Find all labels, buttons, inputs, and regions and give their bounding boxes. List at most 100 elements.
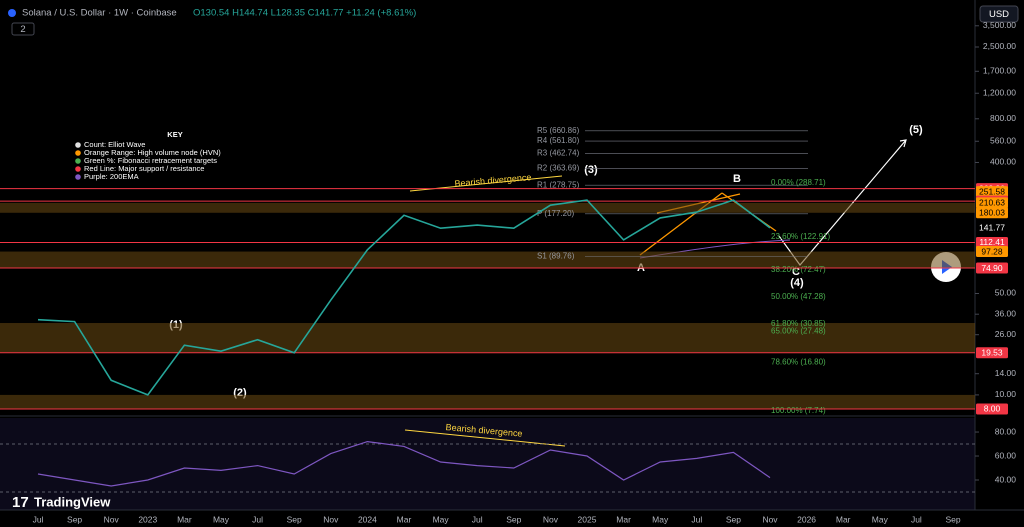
- pivot-label: R3 (462.74): [537, 148, 580, 157]
- y-tick-label: 1,200.00: [983, 87, 1016, 97]
- price-badge-label: 251.58: [979, 186, 1005, 196]
- indicator-count[interactable]: 2: [20, 24, 25, 35]
- price-badge: [976, 236, 1008, 248]
- wave-label: (3): [584, 164, 598, 176]
- x-tick-label: 2023: [138, 514, 157, 524]
- x-tick-label: Nov: [104, 514, 120, 524]
- wave-label: (5): [909, 124, 923, 136]
- indicator-toggle[interactable]: [11, 22, 35, 36]
- price-badge-label: 8.00: [984, 404, 1001, 414]
- x-tick-label: Jul: [911, 514, 922, 524]
- x-tick-label: Jul: [252, 514, 263, 524]
- rsi-line: [37, 440, 771, 487]
- y-tick-label: 36.00: [995, 308, 1017, 318]
- fib-label: 65.00% (27.48): [771, 326, 826, 335]
- logo-mark: 17: [12, 494, 29, 511]
- price-badge-label: 97.28: [981, 246, 1003, 256]
- key-item: Red Line: Major support / resistance: [84, 164, 204, 173]
- price-badge-label: 19.53: [981, 347, 1003, 357]
- wave-label: B: [733, 173, 741, 185]
- y-tick-label: 26.00: [995, 329, 1017, 339]
- key-dot: [75, 150, 81, 156]
- x-tick-label: May: [213, 514, 230, 524]
- fib-label: 23.60% (122.91): [771, 232, 830, 241]
- fib-label: 38.20% (72.47): [771, 265, 826, 274]
- key-dot: [75, 142, 81, 148]
- price-badge-label: 210.63: [979, 198, 1005, 208]
- hvn-zone: [0, 251, 975, 269]
- price-badge: [976, 403, 1008, 415]
- pivot-label: R2 (363.69): [537, 164, 580, 173]
- fib-label: 50.00% (47.28): [771, 292, 826, 301]
- key-dot: [75, 166, 81, 172]
- x-tick-label: 2025: [578, 514, 597, 524]
- key-item: Purple: 200EMA: [84, 172, 139, 181]
- price-badge: [976, 262, 1008, 274]
- pivot-label: R5 (660.86): [537, 126, 580, 135]
- x-tick-label: Jul: [33, 514, 44, 524]
- currency-button[interactable]: [979, 5, 1019, 23]
- projection-arrowhead: [899, 139, 907, 148]
- x-tick-label: 2026: [797, 514, 816, 524]
- pivot-label: P (177.20): [537, 209, 575, 218]
- y-tick-label: 14.00: [995, 368, 1017, 378]
- symbol-icon: [8, 9, 16, 17]
- hvn-zone: [0, 202, 975, 213]
- y-tick-label: 560.00: [990, 136, 1016, 146]
- key-title: KEY: [167, 130, 182, 139]
- pivot-label: R1 (278.75): [537, 180, 580, 189]
- x-tick-label: Mar: [616, 514, 631, 524]
- x-tick-label: May: [652, 514, 669, 524]
- key-dot: [75, 174, 81, 180]
- y-tick-label: 50.00: [995, 288, 1017, 298]
- x-tick-label: Mar: [397, 514, 412, 524]
- price-badge: [976, 222, 1008, 234]
- x-tick-label: Sep: [945, 514, 960, 524]
- x-tick-label: Sep: [287, 514, 302, 524]
- x-tick-label: Sep: [726, 514, 741, 524]
- y-tick-label: 3,500.00: [983, 20, 1016, 30]
- rsi-tick-label: 80.00: [995, 426, 1017, 436]
- divergence-line: [404, 429, 566, 447]
- fib-label: 100.00% (7.74): [771, 406, 826, 415]
- x-tick-label: Mar: [836, 514, 851, 524]
- hvn-zone: [0, 394, 975, 409]
- key-dot: [75, 158, 81, 164]
- x-tick-label: Sep: [67, 514, 82, 524]
- x-tick-label: May: [433, 514, 450, 524]
- key-item: Green %: Fibonacci retracement targets: [84, 156, 217, 165]
- rsi-tick-label: 60.00: [995, 450, 1017, 460]
- x-tick-label: Jul: [691, 514, 702, 524]
- y-tick-label: 800.00: [990, 113, 1016, 123]
- wave-label: C: [792, 266, 800, 278]
- price-badge: [976, 347, 1008, 359]
- y-tick-label: 400.00: [990, 157, 1016, 167]
- x-tick-label: Sep: [506, 514, 521, 524]
- rsi-panel: [0, 418, 975, 510]
- fib-label: 78.60% (16.80): [771, 357, 826, 366]
- fib-label: 0.00% (288.71): [771, 178, 826, 187]
- price-badge-label: 180.03: [979, 208, 1005, 218]
- price-badge-label: 112.41: [979, 237, 1005, 247]
- symbol: Solana / U.S. Dollar · 1W · Coinbase: [22, 8, 177, 19]
- logo-text: TradingView: [34, 494, 111, 509]
- rsi-tick-label: 40.00: [995, 474, 1017, 484]
- price-line: [37, 199, 771, 396]
- key-item: Count: Elliot Wave: [84, 140, 145, 149]
- x-tick-label: Nov: [543, 514, 559, 524]
- wave-label: (4): [790, 277, 804, 289]
- x-tick-label: Nov: [323, 514, 339, 524]
- x-tick-label: Jul: [472, 514, 483, 524]
- price-badge: [976, 197, 1008, 209]
- key-item: Orange Range: High volume node (HVN): [84, 148, 221, 157]
- hvn-zone: [0, 323, 975, 353]
- pivot-label: R4 (561.80): [537, 136, 580, 145]
- y-tick-label: 10.00: [995, 389, 1017, 399]
- x-tick-label: May: [872, 514, 889, 524]
- currency-label[interactable]: USD: [989, 9, 1009, 20]
- pivot-label: S1 (89.76): [537, 252, 575, 261]
- fib-label: 61.80% (30.85): [771, 319, 826, 328]
- price-badge-label: 74.90: [981, 263, 1003, 273]
